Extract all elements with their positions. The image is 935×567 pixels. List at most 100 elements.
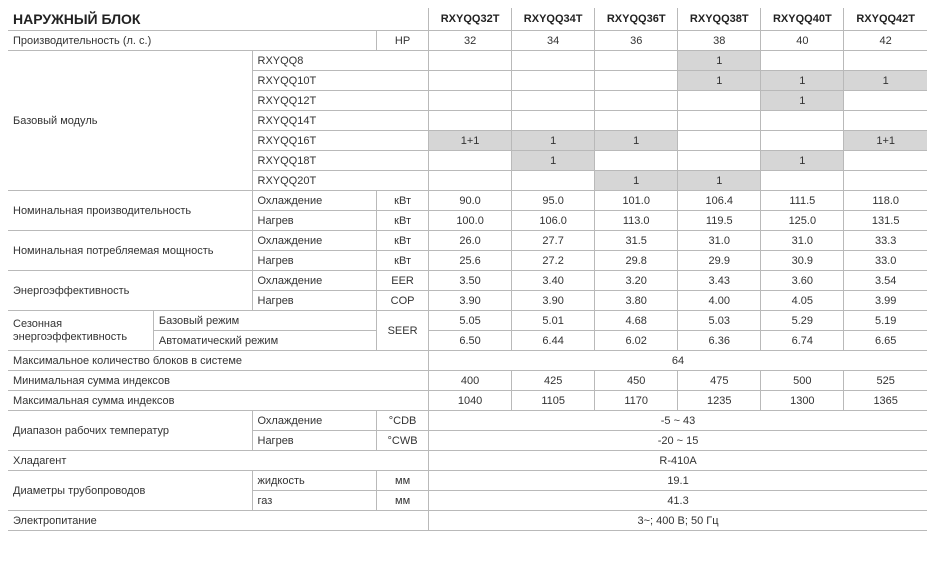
eer: 3.43: [678, 271, 761, 291]
module-cell: 1: [678, 171, 761, 191]
hp-value: 40: [761, 31, 844, 51]
module-cell: [512, 111, 595, 131]
module-cell: 1: [761, 71, 844, 91]
max-idx: 1365: [844, 391, 927, 411]
min-idx-label: Минимальная сумма индексов: [8, 371, 429, 391]
cap-cool: 106.4: [678, 191, 761, 211]
pow-heat: 30.9: [761, 251, 844, 271]
pow-cool: 33.3: [844, 231, 927, 251]
module-cell: [512, 71, 595, 91]
seer-auto: 6.65: [844, 331, 927, 351]
gas-label: газ: [252, 491, 377, 511]
hp-value: 42: [844, 31, 927, 51]
module-code: RXYQQ20T: [252, 171, 429, 191]
module-cell: [429, 91, 512, 111]
module-cell: [595, 151, 678, 171]
max-idx: 1170: [595, 391, 678, 411]
model-header: RXYQQ36T: [595, 8, 678, 31]
seer-base: 4.68: [595, 311, 678, 331]
op-range-label: Диапазон рабочих температур: [8, 411, 252, 451]
module-cell: [429, 151, 512, 171]
seer-base: 5.05: [429, 311, 512, 331]
cool-label: Охлаждение: [252, 231, 377, 251]
module-cell: [678, 151, 761, 171]
module-cell: [595, 111, 678, 131]
module-code: RXYQQ16T: [252, 131, 429, 151]
max-idx: 1235: [678, 391, 761, 411]
unit: COP: [377, 291, 429, 311]
pipe-label: Диаметры трубопроводов: [8, 471, 252, 511]
module-cell: 1+1: [844, 131, 927, 151]
seer-base: 5.03: [678, 311, 761, 331]
pow-cool: 31.5: [595, 231, 678, 251]
module-cell: [595, 91, 678, 111]
unit: кВт: [377, 191, 429, 211]
min-idx: 400: [429, 371, 512, 391]
module-cell: [678, 91, 761, 111]
unit: °CWB: [377, 431, 429, 451]
heat-label: Нагрев: [252, 291, 377, 311]
model-header: RXYQQ38T: [678, 8, 761, 31]
module-cell: [429, 171, 512, 191]
max-idx: 1105: [512, 391, 595, 411]
cap-cool: 90.0: [429, 191, 512, 211]
module-code: RXYQQ18T: [252, 151, 429, 171]
heat-label: Нагрев: [252, 211, 377, 231]
model-header: RXYQQ32T: [429, 8, 512, 31]
max-idx-label: Максимальная сумма индексов: [8, 391, 429, 411]
seer-base: 5.19: [844, 311, 927, 331]
pow-cool: 27.7: [512, 231, 595, 251]
module-cell: [761, 111, 844, 131]
pow-heat: 33.0: [844, 251, 927, 271]
module-cell: [429, 51, 512, 71]
module-cell: 1: [678, 51, 761, 71]
module-cell: [844, 51, 927, 71]
seer-auto: 6.50: [429, 331, 512, 351]
unit: °CDB: [377, 411, 429, 431]
refrig-label: Хладагент: [8, 451, 429, 471]
cop: 4.00: [678, 291, 761, 311]
eer: 3.20: [595, 271, 678, 291]
cool-label: Охлаждение: [252, 271, 377, 291]
module-cell: [429, 71, 512, 91]
range-cool: -5 ~ 43: [429, 411, 927, 431]
unit: кВт: [377, 251, 429, 271]
module-cell: [595, 51, 678, 71]
base-mode-label: Базовый режим: [153, 311, 376, 331]
module-cell: 1: [761, 91, 844, 111]
unit: кВт: [377, 231, 429, 251]
pow-cool: 31.0: [761, 231, 844, 251]
module-cell: [844, 111, 927, 131]
seasonal-label: Сезоннаяэнергоэффективность: [8, 311, 153, 351]
cop: 3.90: [512, 291, 595, 311]
module-cell: [844, 171, 927, 191]
module-cell: 1+1: [429, 131, 512, 151]
heat-label: Нагрев: [252, 251, 377, 271]
min-idx: 525: [844, 371, 927, 391]
seer-base: 5.29: [761, 311, 844, 331]
cap-heat: 119.5: [678, 211, 761, 231]
cap-heat: 106.0: [512, 211, 595, 231]
pow-cool: 26.0: [429, 231, 512, 251]
pow-heat: 29.8: [595, 251, 678, 271]
module-cell: [512, 51, 595, 71]
seer-auto: 6.44: [512, 331, 595, 351]
unit: мм: [377, 491, 429, 511]
power-label: Электропитание: [8, 511, 429, 531]
module-cell: 1: [512, 131, 595, 151]
pipe-liquid: 19.1: [429, 471, 927, 491]
module-cell: [844, 91, 927, 111]
module-cell: 1: [595, 131, 678, 151]
cap-heat: 131.5: [844, 211, 927, 231]
module-cell: 1: [761, 151, 844, 171]
module-cell: 1: [512, 151, 595, 171]
model-header: RXYQQ42T: [844, 8, 927, 31]
seer-auto: 6.36: [678, 331, 761, 351]
range-heat: -20 ~ 15: [429, 431, 927, 451]
eer: 3.60: [761, 271, 844, 291]
model-header: RXYQQ34T: [512, 8, 595, 31]
pipe-gas: 41.3: [429, 491, 927, 511]
cap-cool: 118.0: [844, 191, 927, 211]
seer-auto: 6.74: [761, 331, 844, 351]
cop: 3.99: [844, 291, 927, 311]
